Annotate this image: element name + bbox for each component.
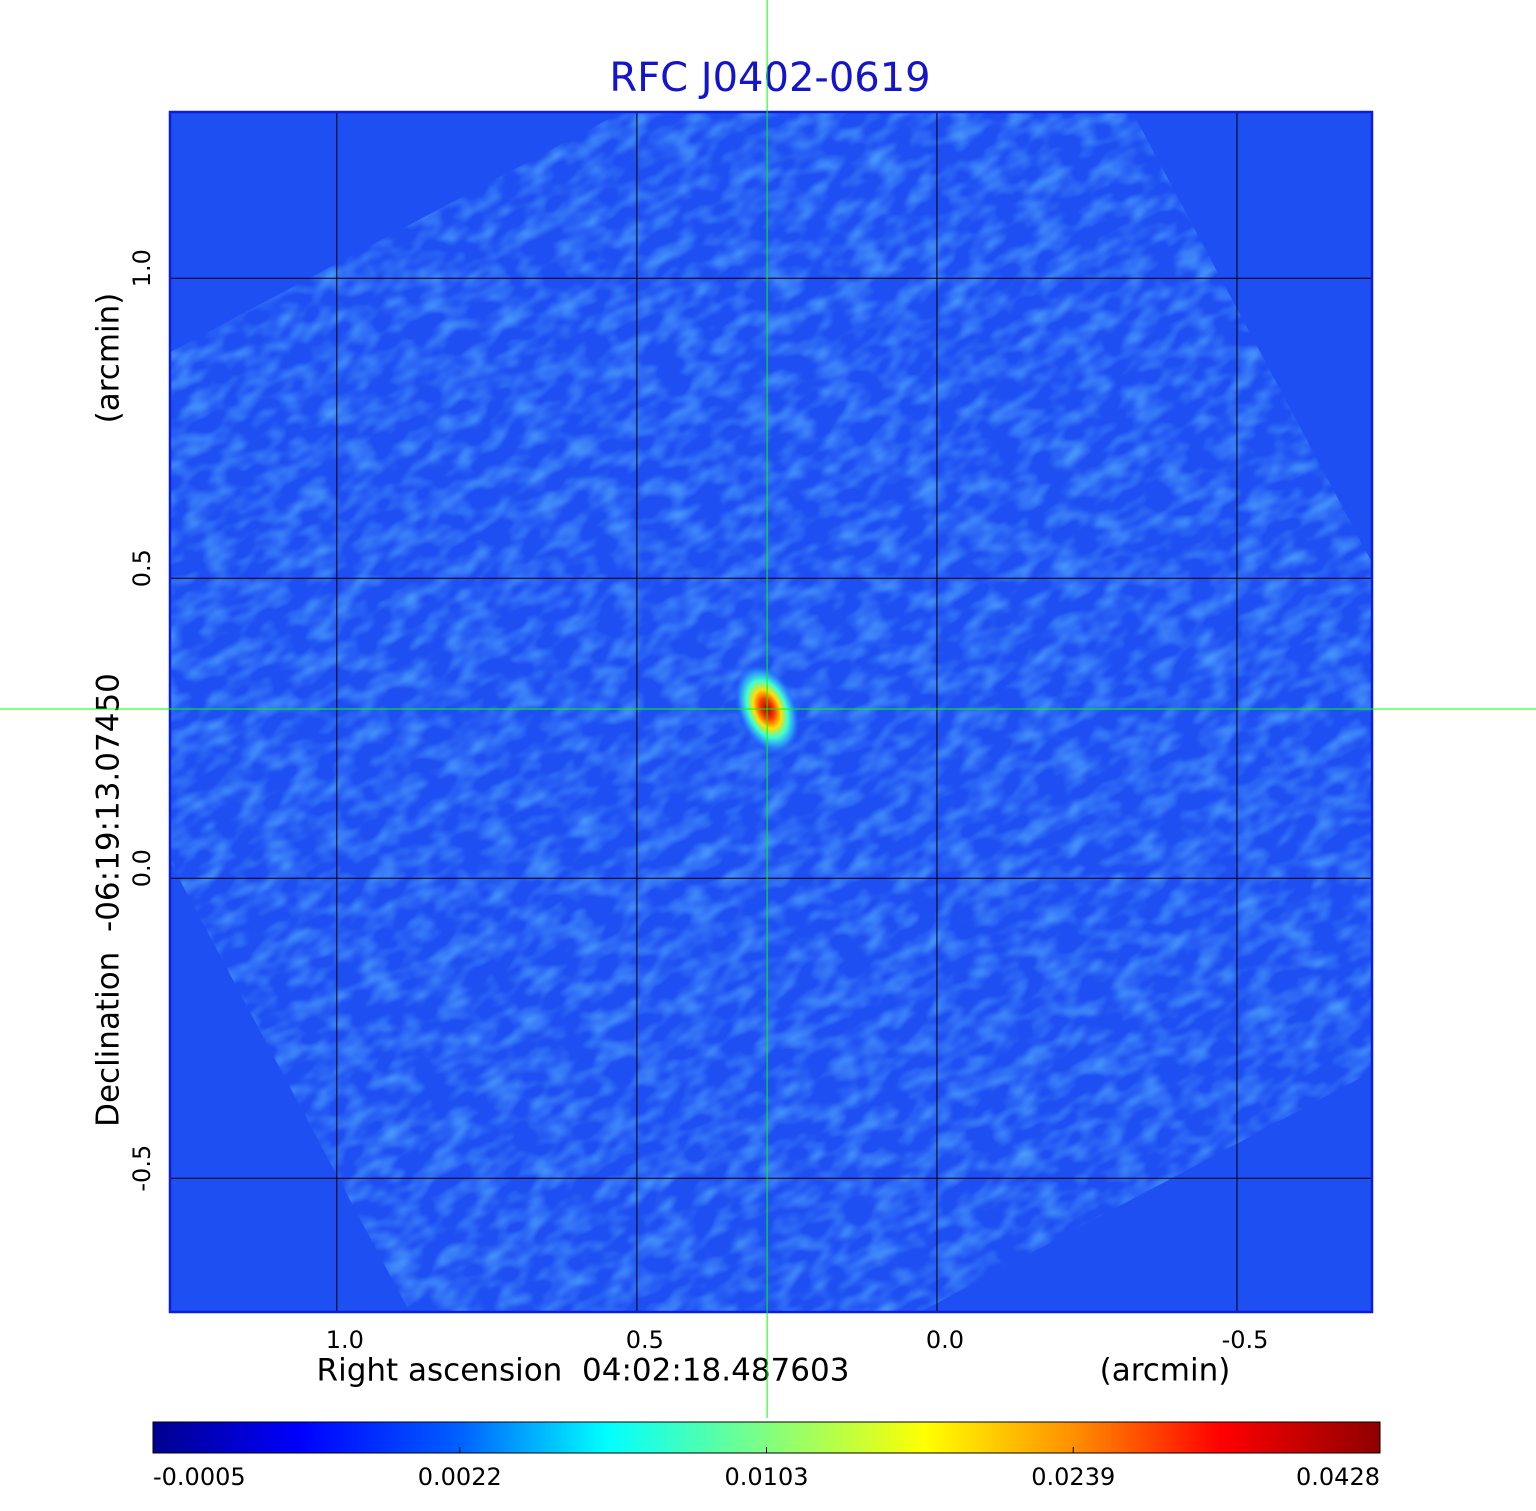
x-axis-label: Right ascension 04:02:18.487603 bbox=[317, 1353, 850, 1389]
colorbar-tick-label: 0.0022 bbox=[418, 1463, 502, 1491]
y-axis-unit: (arcmin) bbox=[91, 293, 127, 424]
y-tick-label: 0.0 bbox=[128, 849, 156, 887]
x-axis-unit: (arcmin) bbox=[1100, 1353, 1231, 1389]
y-tick-label: 1.0 bbox=[128, 249, 156, 287]
colorbar-tick-label: 0.0103 bbox=[725, 1463, 809, 1491]
colorbar-tick-label: 0.0239 bbox=[1031, 1463, 1115, 1491]
x-tick-label: 0.5 bbox=[626, 1326, 664, 1354]
y-tick-label: -0.5 bbox=[128, 1145, 156, 1192]
y-axis-label: Declination -06:19:13.07450 bbox=[91, 673, 127, 1127]
x-tick-label: 0.0 bbox=[926, 1326, 964, 1354]
plot-frame bbox=[168, 110, 1374, 1314]
colorbar-tick-label: 0.0428 bbox=[1296, 1463, 1380, 1491]
x-tick-label: 1.0 bbox=[326, 1326, 364, 1354]
y-tick-label: 0.5 bbox=[128, 549, 156, 587]
colorbar-tick-label: -0.0005 bbox=[153, 1463, 246, 1491]
chart-title: RFC J0402-0619 bbox=[609, 55, 930, 101]
x-tick-label: -0.5 bbox=[1222, 1326, 1269, 1354]
